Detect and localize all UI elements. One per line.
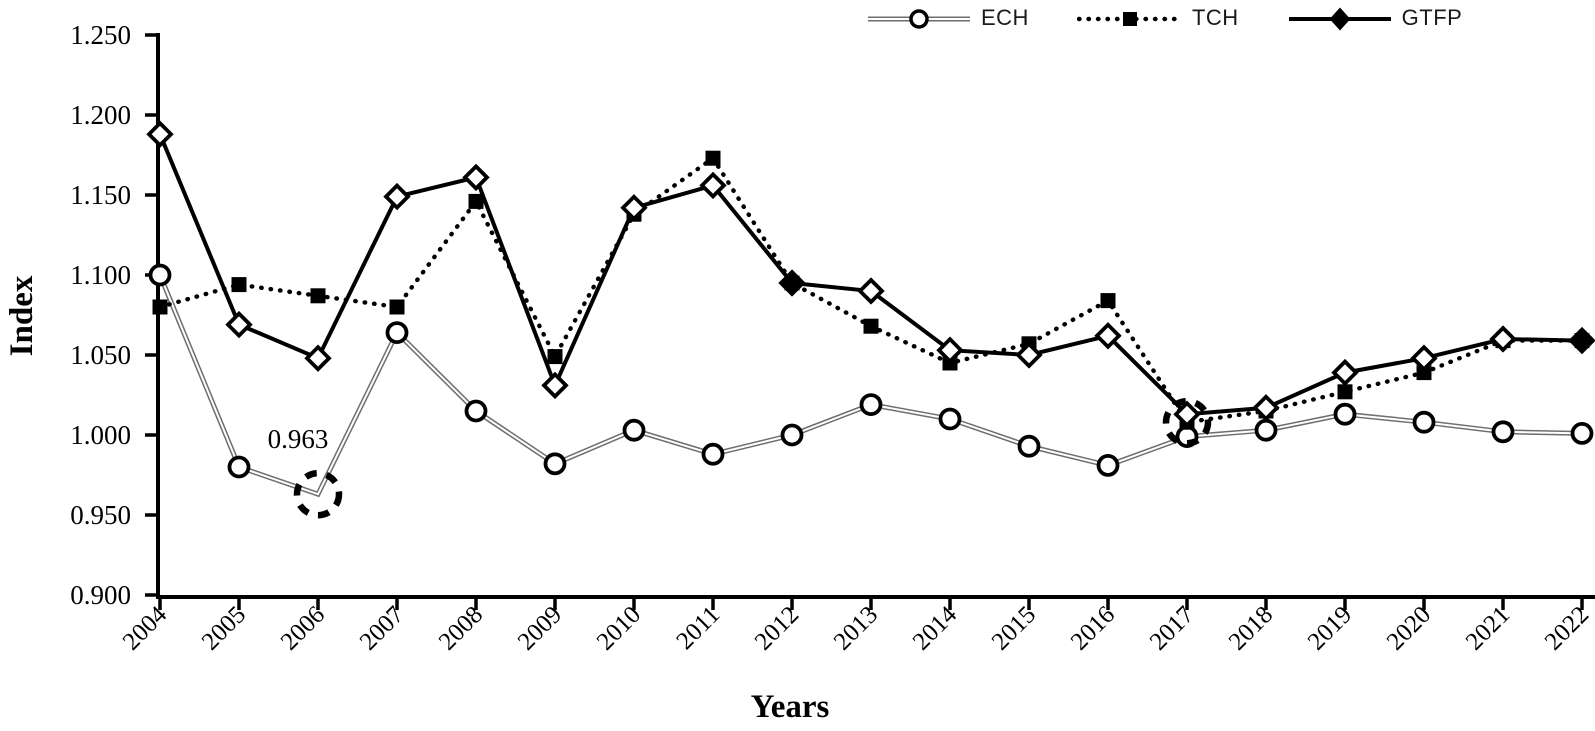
tch-marker <box>310 288 326 304</box>
annotation-value-label: 0.963 <box>268 424 329 454</box>
legend-item-tch: TCH <box>1076 3 1239 33</box>
gtfp-marker <box>383 182 411 211</box>
legend-label-ech: ECH <box>981 5 1029 30</box>
y-tick-label: 1.250 <box>70 20 131 50</box>
gtfp-marker <box>936 336 964 364</box>
x-tick-label: 2008 <box>434 601 488 655</box>
ech-marker <box>780 423 804 447</box>
gtfp-marker <box>1331 358 1359 387</box>
x-tick-label: 2015 <box>987 601 1041 655</box>
tch-marker <box>231 277 247 293</box>
legend: ECH TCH GTFP <box>866 0 1462 36</box>
legend-tch-marker <box>1122 12 1137 26</box>
gtfp-marker <box>1252 394 1280 422</box>
ech-marker <box>1096 453 1120 477</box>
x-tick-label: 2021 <box>1461 601 1515 655</box>
x-tick-label: 2016 <box>1066 601 1120 655</box>
ech-marker <box>1017 434 1041 458</box>
ech-marker <box>543 452 567 476</box>
gtfp-marker <box>778 269 806 297</box>
y-tick-label: 1.050 <box>70 340 131 370</box>
legend-item-ech: ECH <box>866 3 1029 33</box>
gtfp-marker <box>146 120 174 148</box>
gtfp-marker <box>541 371 569 400</box>
tch-marker <box>152 299 168 315</box>
axes-layer: 0.900 0.950 1.000 1.050 1.100 1.150 1.200 1.250… <box>70 20 1595 656</box>
tch-marker <box>705 150 721 166</box>
y-tick-label: 0.900 <box>70 580 131 610</box>
gtfp-marker <box>1489 325 1517 353</box>
x-tick-label: 2007 <box>355 601 409 655</box>
ech-marker <box>1333 402 1357 426</box>
gtfp-marker <box>225 310 253 339</box>
ech-marker <box>148 263 172 287</box>
gtfp-marker <box>1015 341 1043 369</box>
ech-marker <box>622 418 646 442</box>
ech-marker <box>227 455 251 479</box>
gtfp-line-sample-icon <box>1288 7 1391 31</box>
x-tick-label: 2014 <box>908 601 963 656</box>
ech-marker <box>701 442 725 466</box>
tch-line-sample-icon <box>1076 12 1183 26</box>
legend-ech-marker <box>909 9 929 29</box>
y-tick-label: 1.000 <box>70 420 131 450</box>
tch-marker <box>1337 384 1353 400</box>
x-tick-label: 2010 <box>592 601 646 655</box>
ech-marker <box>1570 421 1594 445</box>
x-tick-label: 2018 <box>1224 601 1278 655</box>
x-tick-label: 2019 <box>1303 601 1357 655</box>
tch-marker <box>468 193 484 209</box>
tch-marker <box>1416 365 1432 381</box>
y-tick-label: 1.100 <box>70 260 131 290</box>
tch-marker <box>1100 293 1116 309</box>
ech-marker <box>385 321 409 345</box>
gtfp-marker <box>1094 322 1122 350</box>
annotation-layer: 0.963 <box>268 397 1212 519</box>
x-tick-label: 2012 <box>750 601 804 655</box>
x-tick-label: 2022 <box>1540 601 1594 655</box>
gtfp-marker <box>620 194 648 222</box>
series-ech <box>148 263 1594 498</box>
ech-marker <box>1412 410 1436 434</box>
legend-label-gtfp: GTFP <box>1401 5 1463 30</box>
gtfp-marker <box>1173 400 1201 428</box>
legend-item-gtfp: GTFP <box>1287 3 1463 33</box>
x-tick-label: 2020 <box>1382 601 1436 655</box>
x-tick-label: 2006 <box>276 601 330 655</box>
tch-marker <box>863 318 879 334</box>
y-tick-label: 1.200 <box>70 100 131 130</box>
x-tick-label: 2011 <box>671 601 725 655</box>
ech-marker <box>1491 420 1515 444</box>
x-axis-title: Years <box>751 689 830 725</box>
series-gtfp <box>146 120 1595 428</box>
ech-line-sample-icon <box>868 9 970 29</box>
highlight-dashed-circle-2017 <box>1162 397 1212 447</box>
x-tick-label: 2005 <box>197 601 251 655</box>
gtfp-marker <box>1410 344 1438 372</box>
gtfp-line <box>158 133 1583 417</box>
tch-marker <box>389 299 405 315</box>
gtfp-marker <box>699 171 727 200</box>
gtfp-marker <box>1568 326 1595 355</box>
x-tick-label: 2013 <box>829 601 883 655</box>
ech-marker <box>1254 418 1278 442</box>
gtfp-marker <box>462 163 490 192</box>
legend-gtfp-marker <box>1329 7 1351 31</box>
x-tick-label: 2017 <box>1145 601 1199 655</box>
x-tick-label: 2009 <box>513 601 567 655</box>
y-tick-label: 1.150 <box>70 180 131 210</box>
y-tick-label: 0.950 <box>70 500 131 530</box>
ech-marker <box>464 399 488 423</box>
series-layer <box>146 120 1595 498</box>
tch-marker <box>547 349 563 365</box>
legend-label-tch: TCH <box>1191 5 1239 30</box>
highlight-dashed-circle-2006 <box>293 469 343 519</box>
ech-marker <box>938 407 962 431</box>
y-axis-title: Index <box>4 275 40 356</box>
ech-marker <box>859 393 883 417</box>
gtfp-marker <box>857 277 885 305</box>
gtfp-marker <box>304 344 332 372</box>
